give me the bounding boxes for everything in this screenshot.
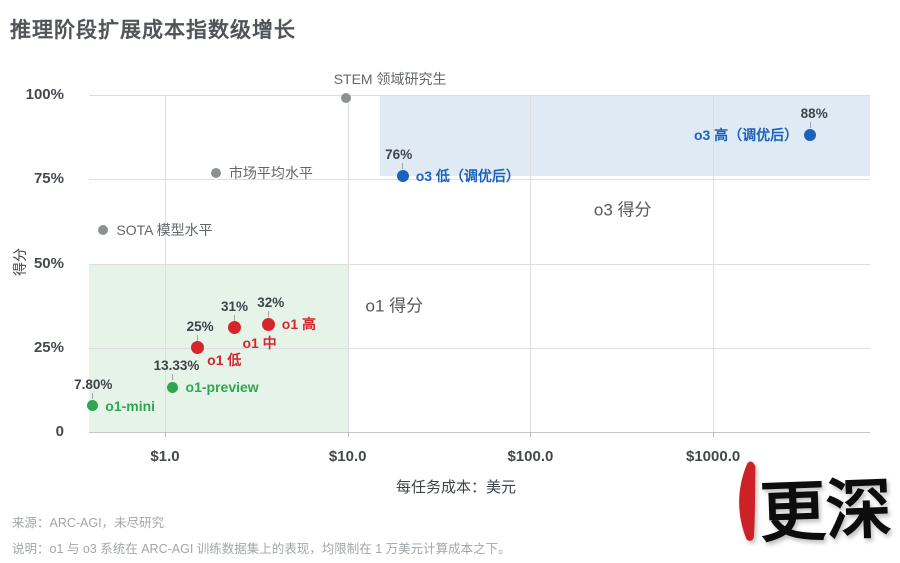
leader-line bbox=[233, 314, 235, 321]
point-label: o3 高（调优后） bbox=[693, 127, 799, 144]
x-tick-label: $10.0 bbox=[328, 448, 367, 465]
gridline-y-50 bbox=[89, 263, 870, 265]
data-point bbox=[167, 381, 179, 393]
leader-line bbox=[91, 392, 93, 399]
leader-line bbox=[196, 334, 198, 341]
data-point bbox=[262, 317, 276, 331]
x-tick-mark bbox=[530, 432, 532, 437]
gridline-y-25 bbox=[89, 347, 870, 349]
leader-line bbox=[809, 122, 811, 129]
data-point bbox=[210, 167, 221, 178]
point-label: STEM 领域研究生 bbox=[333, 71, 447, 88]
gridline-x-10 bbox=[347, 95, 349, 432]
x-axis-title: 每任务成本：美元 bbox=[395, 479, 517, 496]
region-annotation: o1 得分 bbox=[365, 296, 424, 316]
leader-line bbox=[402, 162, 404, 169]
x-tick-label: $1000.0 bbox=[685, 448, 741, 465]
y-tick-label: 100% bbox=[25, 86, 64, 103]
data-point bbox=[804, 129, 817, 142]
point-value-label: 31% bbox=[220, 298, 248, 314]
gridline-x-1 bbox=[165, 95, 166, 432]
y-tick-label: 0 bbox=[55, 423, 64, 440]
point-label: SOTA 模型水平 bbox=[116, 221, 213, 238]
logo-text: 更深 bbox=[758, 469, 893, 552]
gridline-y-100 bbox=[89, 95, 870, 96]
data-point bbox=[190, 341, 204, 355]
gridline-x-100 bbox=[530, 95, 532, 432]
point-value-label: 76% bbox=[385, 146, 413, 162]
x-tick-mark bbox=[347, 432, 349, 437]
data-point bbox=[341, 93, 352, 104]
point-value-label: 88% bbox=[800, 106, 828, 122]
data-point bbox=[227, 321, 241, 335]
point-label: o1 高 bbox=[281, 316, 317, 333]
y-tick-label: 50% bbox=[33, 254, 64, 272]
point-label: 市场平均水平 bbox=[228, 164, 313, 181]
point-value-label: 32% bbox=[257, 295, 285, 311]
y-tick-label: 25% bbox=[33, 338, 64, 356]
leader-line bbox=[172, 374, 174, 381]
y-tick-label: 75% bbox=[33, 170, 64, 188]
region-annotation: o3 得分 bbox=[593, 200, 652, 220]
x-tick-label: $1.0 bbox=[150, 448, 180, 465]
point-label: o1 中 bbox=[242, 334, 277, 351]
point-label: o3 低（调优后） bbox=[415, 167, 520, 184]
data-point bbox=[396, 169, 409, 182]
point-value-label: 13.33% bbox=[153, 358, 200, 374]
brand-logo: 更深 bbox=[726, 458, 896, 558]
point-label: o1-preview bbox=[185, 379, 259, 396]
data-point bbox=[98, 224, 109, 235]
source-note: 来源：ARC-AGI，未尽研究 bbox=[12, 516, 165, 530]
gridline-y-0 bbox=[89, 432, 870, 433]
leader-line bbox=[268, 311, 270, 318]
y-axis-title: 得分 bbox=[12, 248, 28, 276]
brand-logo-graphic: 更深 bbox=[739, 461, 893, 552]
data-point bbox=[86, 400, 98, 412]
gridline-x-1000 bbox=[713, 95, 715, 432]
gridline-y-75 bbox=[89, 179, 870, 181]
logo-red-brush-icon bbox=[739, 461, 756, 541]
x-tick-mark bbox=[165, 432, 166, 437]
x-tick-label: $100.0 bbox=[507, 448, 554, 465]
page-title: 推理阶段扩展成本指数级增长 bbox=[10, 19, 296, 42]
point-label: o1 低 bbox=[207, 351, 242, 368]
point-label: o1-mini bbox=[105, 397, 156, 414]
method-note: 说明：o1 与 o3 系统在 ARC-AGI 训练数据集上的表现，均限制在 1 … bbox=[12, 542, 511, 556]
point-value-label: 25% bbox=[186, 318, 214, 334]
o3-score-region bbox=[379, 95, 870, 176]
point-value-label: 7.80% bbox=[74, 376, 113, 392]
x-tick-mark bbox=[713, 432, 715, 437]
